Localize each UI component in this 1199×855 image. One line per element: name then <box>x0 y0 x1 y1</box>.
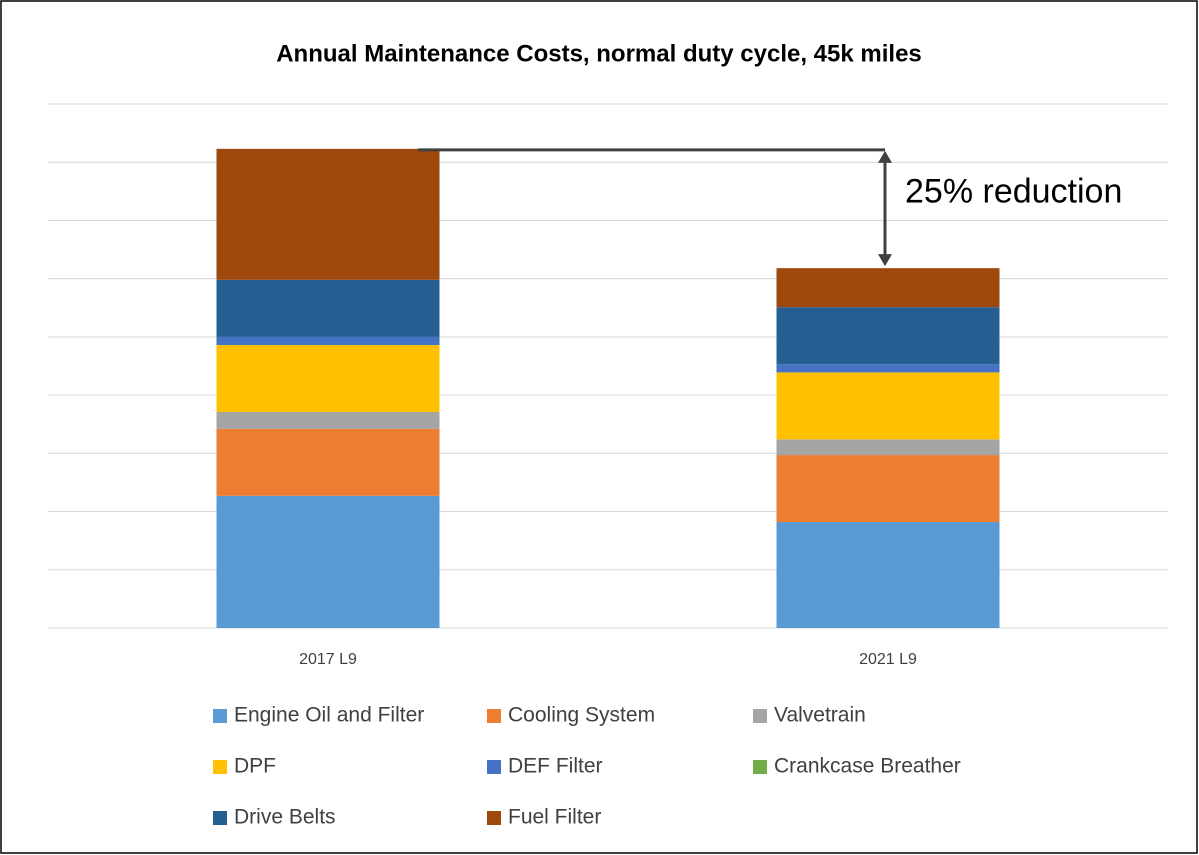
bar-segment <box>776 455 1000 523</box>
legend-swatch <box>213 760 227 774</box>
bar-segment <box>216 148 440 280</box>
chart-title: Annual Maintenance Costs, normal duty cy… <box>276 40 922 67</box>
bar-segment <box>776 372 1000 440</box>
legend-label: Cooling System <box>508 704 655 727</box>
bar-segment <box>216 345 440 412</box>
legend-label: Fuel Filter <box>508 806 601 829</box>
bar-segment <box>216 336 440 346</box>
bar-segment <box>776 522 1000 628</box>
x-tick-label: 2017 L9 <box>299 651 357 668</box>
legend-swatch <box>487 760 501 774</box>
bar-segment <box>776 439 1000 456</box>
annotation: 25% reduction <box>905 172 1122 210</box>
legend-label: Crankcase Breather <box>774 755 961 778</box>
bar-segment <box>776 307 1000 365</box>
legend-label: DPF <box>234 755 276 778</box>
legend-label: Engine Oil and Filter <box>234 704 424 727</box>
legend-swatch <box>753 709 767 723</box>
arrow-head <box>878 150 892 163</box>
bar-segment <box>776 268 1000 308</box>
legend-label: Drive Belts <box>234 806 336 829</box>
bar-segment <box>216 411 440 429</box>
x-tick-label: 2021 L9 <box>859 651 917 668</box>
bar-segment <box>216 279 440 337</box>
legend-label: Valvetrain <box>774 704 866 727</box>
legend-label: DEF Filter <box>508 755 603 778</box>
legend-swatch <box>487 811 501 825</box>
legend-swatch <box>213 811 227 825</box>
bar-segment <box>216 428 440 496</box>
bar-segment <box>776 364 1000 373</box>
arrow-head <box>878 254 892 267</box>
legend-swatch <box>487 709 501 723</box>
legend-swatch <box>753 760 767 774</box>
legend-swatch <box>213 709 227 723</box>
bar-segment <box>216 495 440 628</box>
